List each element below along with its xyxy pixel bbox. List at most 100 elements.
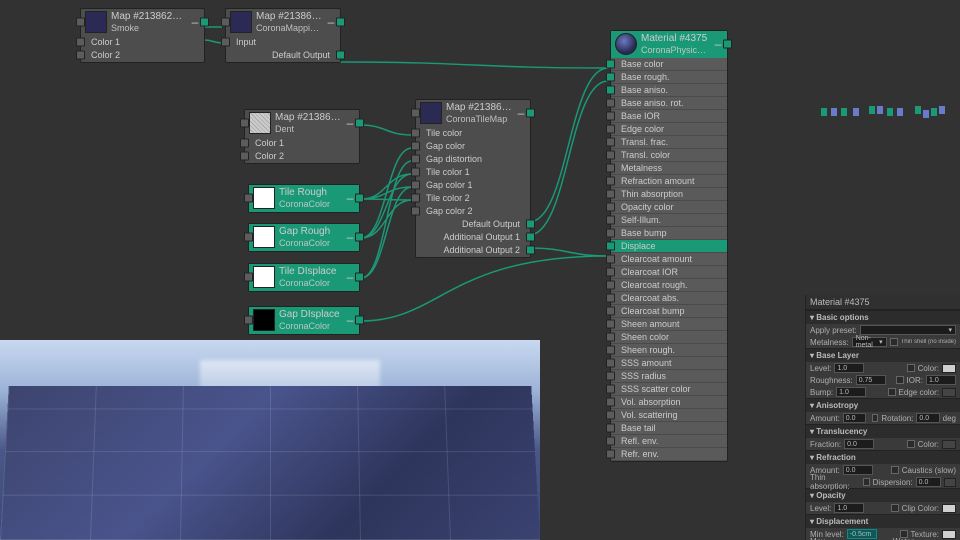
- section-header[interactable]: ▾ Basic options: [806, 310, 960, 324]
- port-out[interactable]: [526, 233, 535, 242]
- node-thumbnail[interactable]: [253, 266, 275, 288]
- port-in[interactable]: [240, 152, 249, 161]
- node-thumbnail[interactable]: [615, 33, 637, 55]
- node-thumbnail[interactable]: [249, 112, 271, 134]
- input-slot[interactable]: Color 2: [245, 150, 359, 163]
- param-slot[interactable]: Displace: [611, 240, 727, 253]
- param-slot[interactable]: Base aniso. rot.: [611, 97, 727, 110]
- input-slot[interactable]: Color 1: [245, 137, 359, 150]
- param-slot[interactable]: Sheen color: [611, 331, 727, 344]
- node-header[interactable]: Material #4375CoronaPhysicalMtl–: [611, 31, 727, 58]
- port-in[interactable]: [606, 306, 615, 315]
- spinner-input[interactable]: 1.0: [836, 387, 866, 397]
- spinner-input[interactable]: 1.0: [834, 363, 864, 373]
- param-slot[interactable]: Vol. scattering: [611, 409, 727, 422]
- param-slot[interactable]: Opacity color: [611, 201, 727, 214]
- node-thumbnail[interactable]: [253, 226, 275, 248]
- checkbox[interactable]: [891, 504, 899, 512]
- port-in[interactable]: [606, 358, 615, 367]
- param-slot[interactable]: Base IOR: [611, 110, 727, 123]
- color-swatch[interactable]: [942, 504, 956, 513]
- port-in[interactable]: [411, 181, 420, 190]
- output-slot[interactable]: Additional Output 1: [416, 231, 530, 244]
- node-thumbnail[interactable]: [253, 309, 275, 331]
- port-out[interactable]: [526, 246, 535, 255]
- section-header[interactable]: ▾ Displacement: [806, 514, 960, 528]
- checkbox[interactable]: [896, 376, 904, 384]
- input-slot[interactable]: Input: [226, 36, 340, 49]
- color-swatch[interactable]: [942, 440, 956, 449]
- param-slot[interactable]: Refraction amount: [611, 175, 727, 188]
- port-in[interactable]: [606, 150, 615, 159]
- node-thumbnail[interactable]: [253, 187, 275, 209]
- node-header[interactable]: Map #2138626…Dent–: [245, 110, 359, 137]
- checkbox[interactable]: [888, 388, 896, 396]
- color-swatch[interactable]: [942, 388, 956, 397]
- port-in[interactable]: [606, 72, 615, 81]
- port-in[interactable]: [606, 449, 615, 458]
- param-slot[interactable]: Metalness: [611, 162, 727, 175]
- collapse-icon[interactable]: –: [345, 272, 355, 282]
- node-header[interactable]: Map #2138626…CoronaTileMap–: [416, 100, 530, 127]
- param-slot[interactable]: Sheen rough.: [611, 344, 727, 357]
- port-in[interactable]: [606, 319, 615, 328]
- param-slot[interactable]: Clearcoat amount: [611, 253, 727, 266]
- port-out[interactable]: [526, 109, 535, 118]
- input-slot[interactable]: Gap distortion: [416, 153, 530, 166]
- port-in[interactable]: [606, 267, 615, 276]
- port-in[interactable]: [606, 137, 615, 146]
- section-header[interactable]: ▾ Translucency: [806, 424, 960, 438]
- param-slot[interactable]: Clearcoat abs.: [611, 292, 727, 305]
- collapse-icon[interactable]: –: [516, 108, 526, 118]
- port-in[interactable]: [240, 139, 249, 148]
- color-swatch[interactable]: [944, 478, 956, 487]
- port-in[interactable]: [606, 423, 615, 432]
- spinner-input[interactable]: 0.75: [856, 375, 886, 385]
- node-tileDisp[interactable]: Tile DIsplaceCoronaColor–: [248, 263, 360, 292]
- port-in[interactable]: [606, 85, 615, 94]
- param-slot[interactable]: Vol. absorption: [611, 396, 727, 409]
- section-header[interactable]: ▾ Refraction: [806, 450, 960, 464]
- input-slot[interactable]: Gap color 2: [416, 205, 530, 218]
- spinner-input[interactable]: 0.0: [916, 477, 942, 487]
- port-out[interactable]: [723, 40, 732, 49]
- port-in[interactable]: [606, 384, 615, 393]
- node-material[interactable]: Material #4375CoronaPhysicalMtl–Base col…: [610, 30, 728, 462]
- collapse-icon[interactable]: –: [345, 232, 355, 242]
- port-in[interactable]: [244, 316, 253, 325]
- port-in[interactable]: [244, 233, 253, 242]
- port-in[interactable]: [606, 189, 615, 198]
- param-slot[interactable]: Base rough.: [611, 71, 727, 84]
- input-slot[interactable]: Tile color 2: [416, 192, 530, 205]
- output-slot[interactable]: Default Output: [416, 218, 530, 231]
- checkbox[interactable]: [891, 466, 899, 474]
- param-slot[interactable]: Transl. frac.: [611, 136, 727, 149]
- dropdown[interactable]: Non-metal▾: [852, 337, 887, 347]
- collapse-icon[interactable]: –: [345, 193, 355, 203]
- port-in[interactable]: [76, 38, 85, 47]
- port-in[interactable]: [606, 345, 615, 354]
- port-in[interactable]: [606, 332, 615, 341]
- node-header[interactable]: Map #2138626…CoronaMappingRa…–: [226, 9, 340, 36]
- port-in[interactable]: [606, 98, 615, 107]
- input-slot[interactable]: Gap color 1: [416, 179, 530, 192]
- param-slot[interactable]: Clearcoat bump: [611, 305, 727, 318]
- navigator-minimap[interactable]: [805, 80, 960, 160]
- node-smoke[interactable]: Map #2138626697Smoke–Color 1Color 2: [80, 8, 205, 63]
- node-header[interactable]: Gap DIsplaceCoronaColor–: [249, 307, 359, 334]
- port-in[interactable]: [606, 254, 615, 263]
- output-slot[interactable]: Additional Output 2: [416, 244, 530, 257]
- node-dent[interactable]: Map #2138626…Dent–Color 1Color 2: [244, 109, 360, 164]
- port-in[interactable]: [606, 397, 615, 406]
- node-header[interactable]: Map #2138626697Smoke–: [81, 9, 204, 36]
- port-out[interactable]: [355, 119, 364, 128]
- port-in[interactable]: [221, 18, 230, 27]
- port-out[interactable]: [355, 273, 364, 282]
- param-slot[interactable]: Refl. env.: [611, 435, 727, 448]
- param-slot[interactable]: Clearcoat IOR: [611, 266, 727, 279]
- port-out[interactable]: [355, 316, 364, 325]
- param-slot[interactable]: Base tail: [611, 422, 727, 435]
- node-header[interactable]: Tile RoughCoronaColor–: [249, 185, 359, 212]
- node-tileRough[interactable]: Tile RoughCoronaColor–: [248, 184, 360, 213]
- param-slot[interactable]: SSS radius: [611, 370, 727, 383]
